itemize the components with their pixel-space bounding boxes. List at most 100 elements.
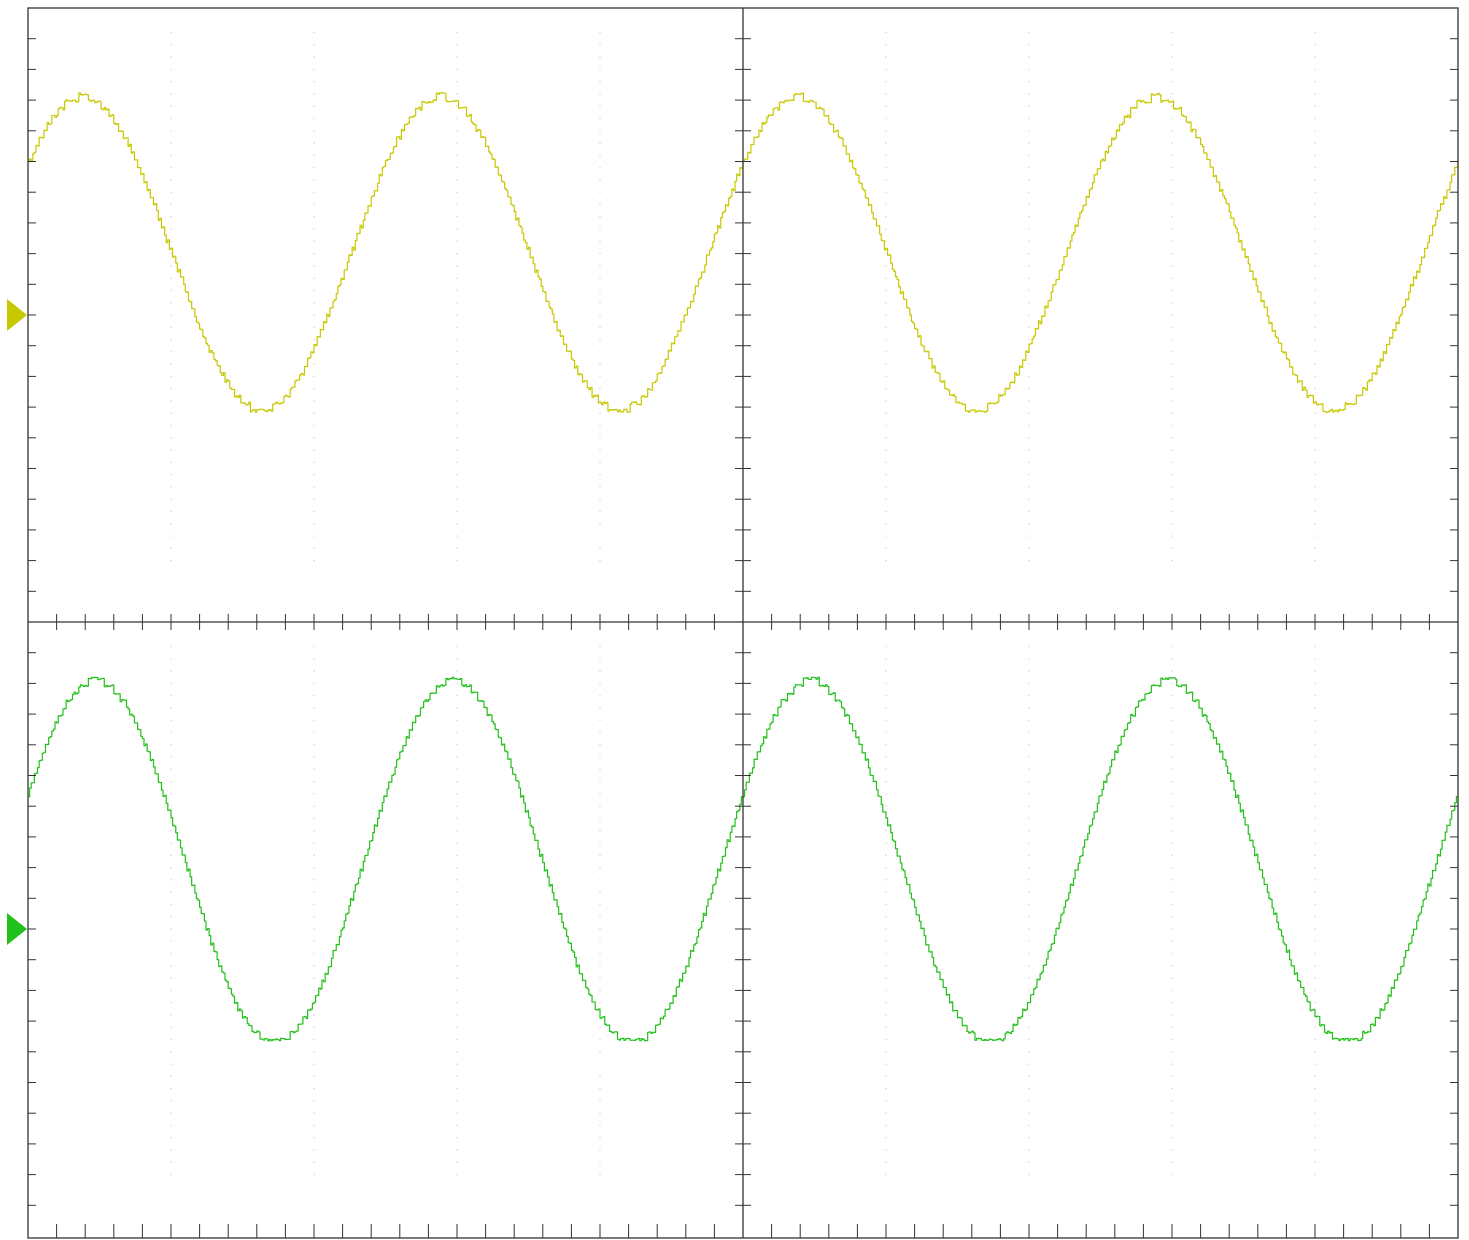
grid-dot [885, 130, 887, 132]
grid-dot [885, 645, 887, 648]
grid-dot [1314, 854, 1316, 857]
grid-dot [1028, 1087, 1030, 1090]
grid-dot [1028, 314, 1030, 316]
grid-dot [885, 547, 887, 550]
grid-dot [1314, 1112, 1316, 1114]
grid-dot [885, 1051, 887, 1053]
grid-dot [599, 473, 601, 476]
grid-dot [456, 879, 458, 881]
grid-dot [313, 989, 315, 992]
grid-dot [313, 105, 315, 107]
grid-dot [1028, 326, 1030, 328]
grid-dot [1171, 645, 1173, 648]
grid-dot [885, 756, 887, 758]
grid-dot [456, 252, 458, 255]
grid-dot [313, 498, 315, 500]
grid-dot [1314, 1075, 1316, 1078]
grid-dot [599, 265, 601, 267]
grid-dot [1028, 265, 1030, 267]
grid-dot [456, 1087, 458, 1090]
grid-dot [599, 252, 601, 255]
grid-dot [170, 302, 172, 304]
grid-dot [885, 928, 887, 930]
grid-dot [313, 952, 315, 955]
grid-dot [1314, 1149, 1316, 1151]
grid-dot [313, 216, 315, 218]
grid-dot [1314, 916, 1316, 918]
grid-dot [170, 1087, 172, 1090]
grid-dot [456, 744, 458, 746]
grid-dot [1028, 130, 1030, 132]
grid-dot [313, 265, 315, 267]
grid-dot [1028, 989, 1030, 992]
grid-dot [1171, 830, 1173, 832]
grid-dot [599, 166, 601, 169]
grid-dot [313, 780, 315, 783]
grid-dot [1028, 387, 1030, 390]
grid-dot [1171, 707, 1173, 709]
grid-dot [1314, 117, 1316, 120]
grid-dot [599, 437, 601, 439]
grid-dot [1028, 523, 1030, 525]
grid-dot [313, 44, 315, 46]
grid-dot [1028, 289, 1030, 292]
grid-dot [1028, 830, 1030, 832]
grid-dot [313, 916, 315, 918]
grid-dot [170, 989, 172, 992]
grid-dot [885, 535, 887, 537]
grid-dot [170, 731, 172, 734]
grid-dot [170, 1100, 172, 1102]
grid-dot [1028, 1063, 1030, 1065]
grid-dot [1171, 989, 1173, 992]
grid-dot [599, 412, 601, 414]
grid-dot [885, 191, 887, 193]
grid-dot [170, 437, 172, 439]
grid-dot [1171, 351, 1173, 353]
grid-dot [599, 400, 601, 402]
grid-dot [456, 854, 458, 857]
grid-dot [1028, 1051, 1030, 1053]
grid-dot [599, 289, 601, 292]
grid-dot [599, 744, 601, 746]
grid-dot [885, 658, 887, 660]
grid-dot [1028, 302, 1030, 304]
grid-dot [170, 68, 172, 71]
grid-dot [1171, 302, 1173, 304]
grid-dot [456, 191, 458, 193]
grid-dot [885, 1100, 887, 1102]
grid-dot [1314, 817, 1316, 820]
grid-dot [1314, 1026, 1316, 1028]
grid-dot [1314, 498, 1316, 500]
grid-dot [313, 719, 315, 721]
grid-dot [1171, 805, 1173, 807]
grid-dot [313, 977, 315, 979]
grid-dot [313, 400, 315, 402]
grid-dot [599, 130, 601, 132]
grid-dot [885, 44, 887, 46]
grid-dot [170, 1014, 172, 1016]
grid-dot [1314, 473, 1316, 476]
grid-dot [313, 866, 315, 869]
grid-dot [456, 977, 458, 979]
grid-dot [313, 842, 315, 844]
grid-dot [1028, 670, 1030, 672]
grid-dot [1028, 1149, 1030, 1151]
grid-dot [885, 338, 887, 341]
grid-dot [599, 793, 601, 795]
grid-dot [456, 1161, 458, 1164]
grid-dot [313, 1026, 315, 1028]
grid-dot [1028, 449, 1030, 451]
grid-dot [599, 105, 601, 107]
grid-dot [1171, 780, 1173, 783]
grid-dot [456, 351, 458, 353]
grid-dot [170, 830, 172, 832]
grid-dot [1314, 952, 1316, 955]
grid-dot [885, 1112, 887, 1114]
grid-dot [599, 866, 601, 869]
grid-dot [1314, 682, 1316, 685]
grid-dot [599, 817, 601, 820]
grid-dot [170, 1063, 172, 1065]
grid-dot [1314, 719, 1316, 721]
grid-dot [599, 154, 601, 157]
